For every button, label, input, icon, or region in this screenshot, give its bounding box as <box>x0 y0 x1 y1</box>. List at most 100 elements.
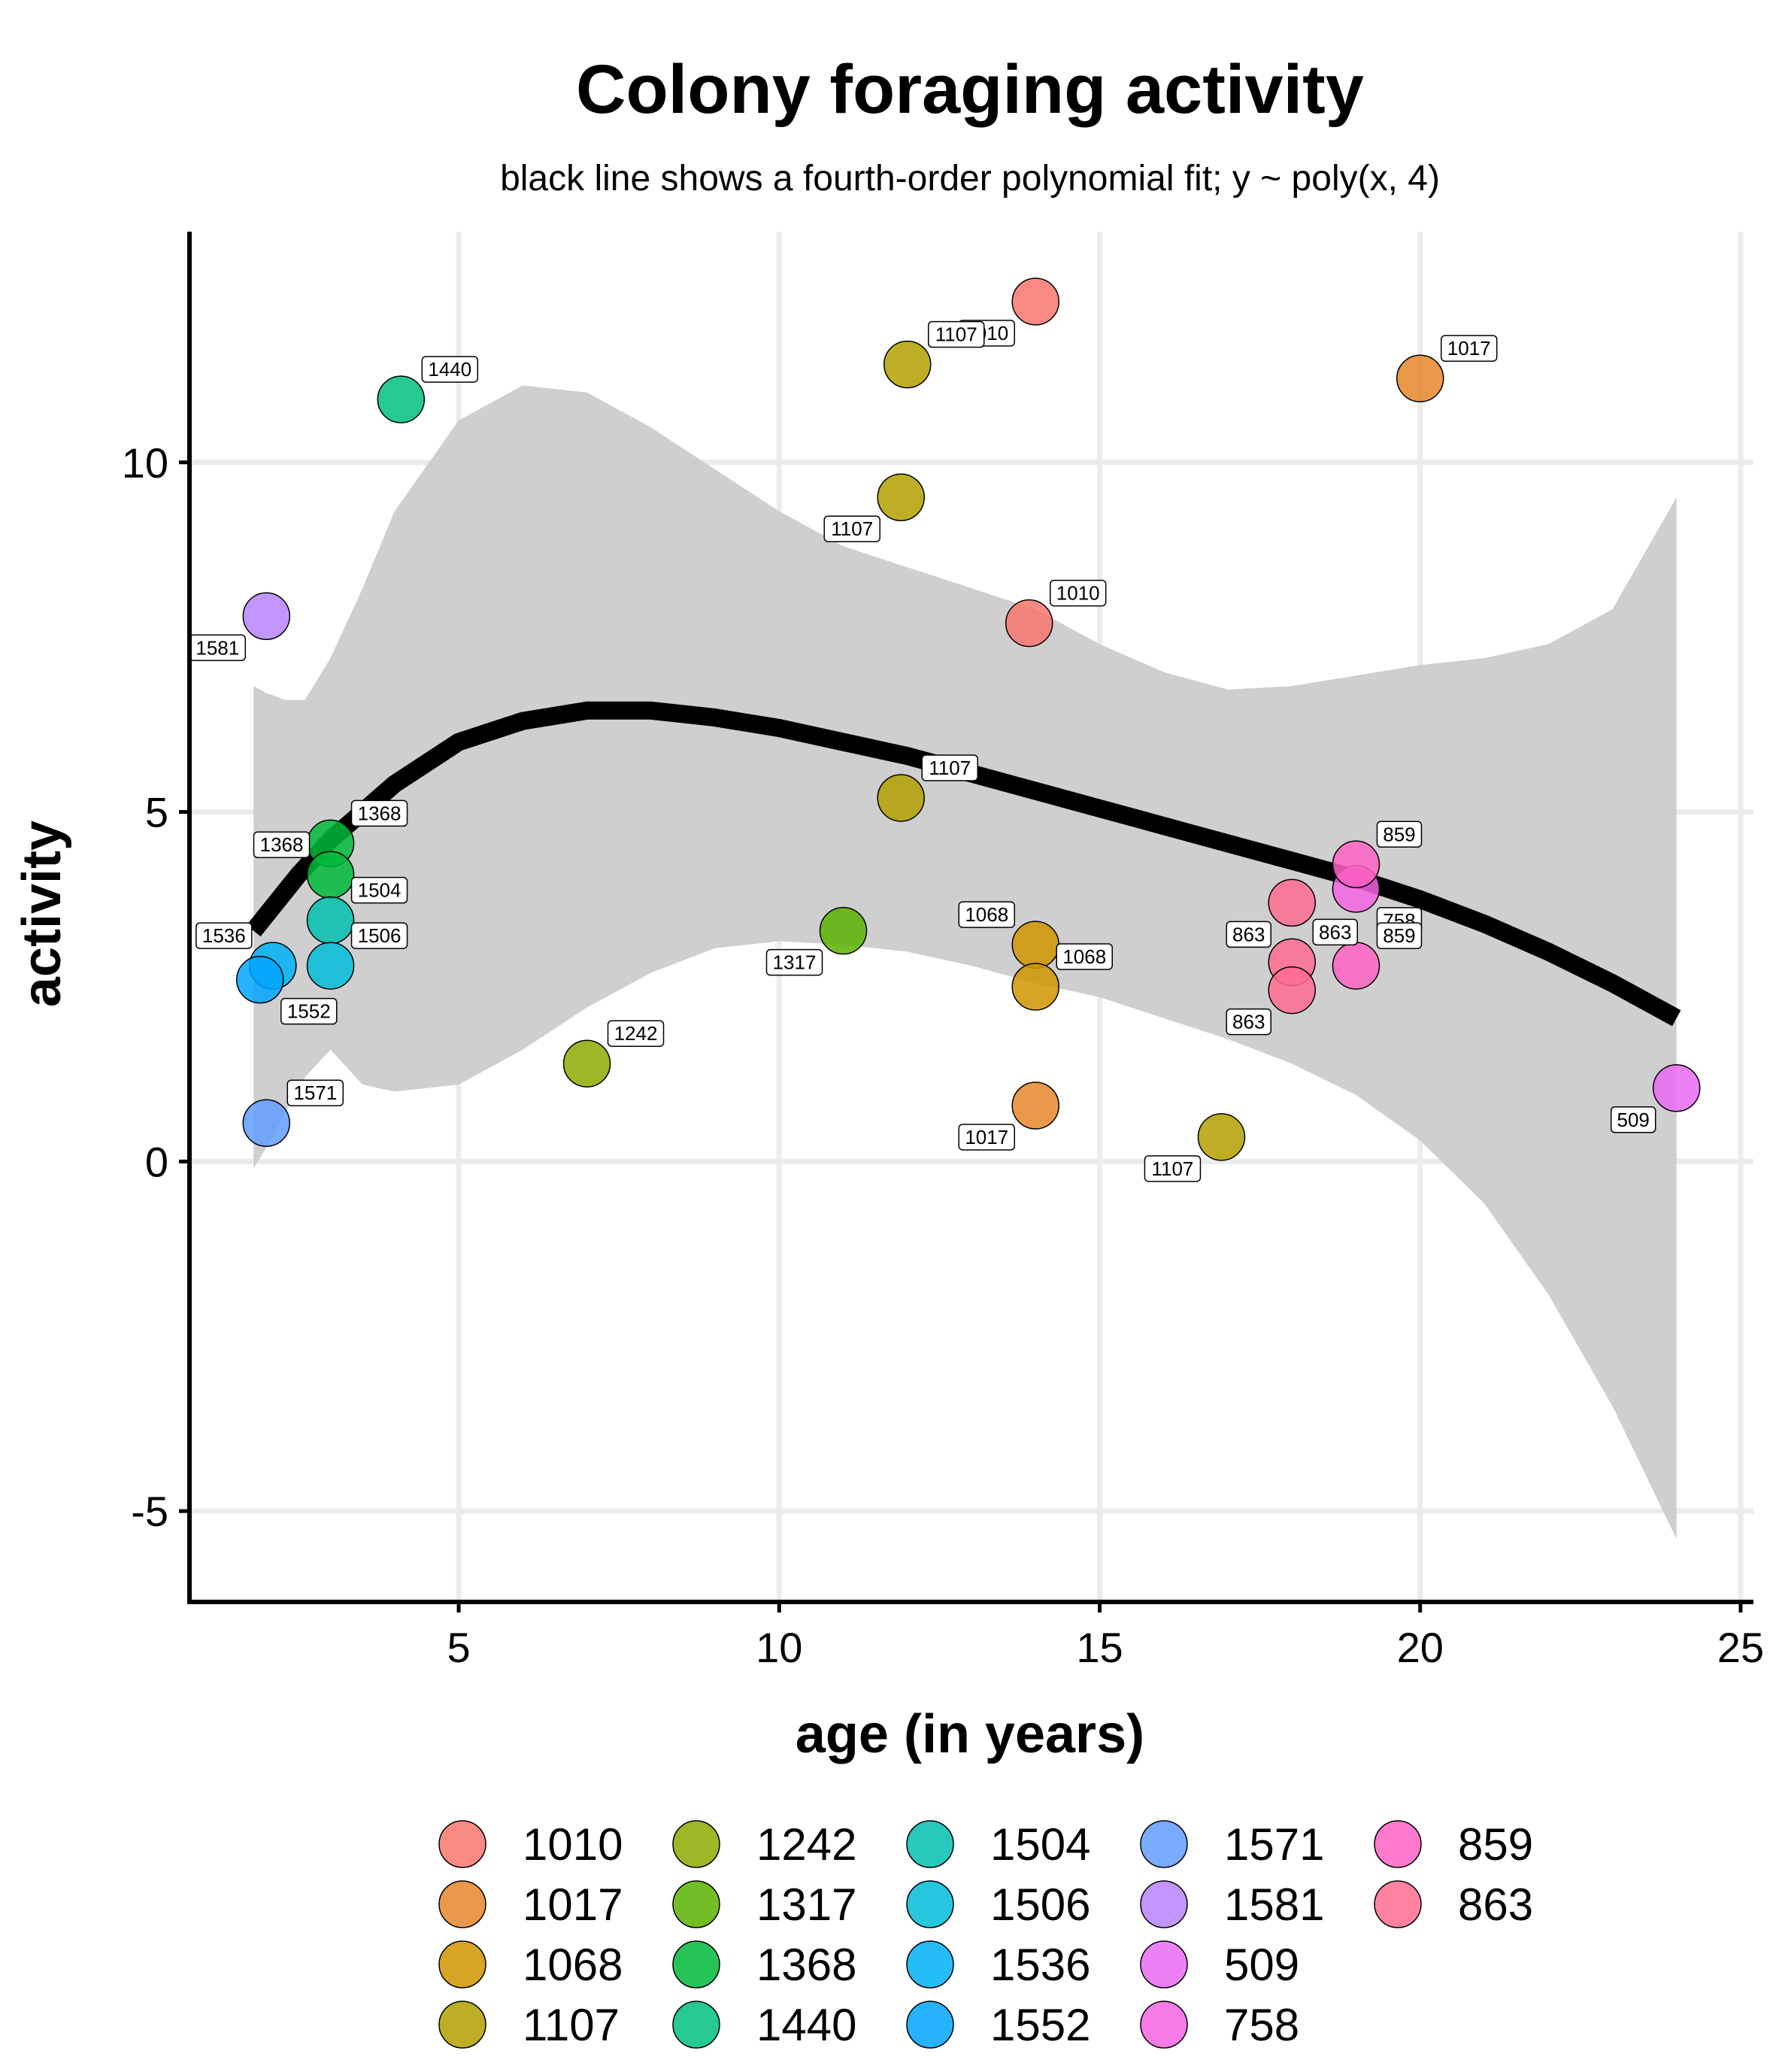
data-point <box>1268 966 1316 1015</box>
point-label: 1010 <box>1049 579 1107 607</box>
point-label-text: 509 <box>1617 1109 1650 1131</box>
legend-item: 1571 <box>1140 1819 1324 1870</box>
legend-item: 1504 <box>906 1819 1090 1870</box>
point-label-text: 863 <box>1319 921 1351 943</box>
legend-swatch <box>438 1820 486 1868</box>
legend-swatch <box>672 1820 720 1868</box>
point-label: 1368 <box>253 831 311 858</box>
point-label: 863 <box>1312 918 1358 946</box>
data-point <box>877 774 925 822</box>
data-point <box>306 851 355 899</box>
legend-item: 1440 <box>672 2000 856 2050</box>
chart-subtitle: black line shows a fourth-order polynomi… <box>500 159 1440 199</box>
legend-swatch <box>1374 1880 1422 1928</box>
legend-label: 1068 <box>523 1940 623 1990</box>
legend-item: 1010 <box>438 1819 623 1870</box>
x-tick-label: 10 <box>756 1624 802 1671</box>
tick-labels: 5 10 15 20 25 -5 0 5 10 <box>122 439 1764 1671</box>
point-label-text: 1107 <box>935 323 977 346</box>
point-label-text: 863 <box>1232 1011 1265 1033</box>
point-label: 1317 <box>765 948 823 976</box>
x-tick-label: 15 <box>1076 1624 1123 1671</box>
legend-swatch <box>906 1880 954 1928</box>
point-label-text: 1017 <box>965 1126 1008 1148</box>
point-label-text: 1107 <box>831 517 873 540</box>
legend-label: 1010 <box>523 1819 623 1870</box>
point-label-text: 1242 <box>614 1022 658 1045</box>
point-label: 1571 <box>286 1079 344 1106</box>
legend-label: 1571 <box>1224 1819 1324 1870</box>
point-label-text: 1368 <box>260 833 304 856</box>
data-point <box>377 375 426 423</box>
legend-swatch <box>906 2001 954 2049</box>
legend-label: 863 <box>1458 1879 1533 1930</box>
legend-item: 509 <box>1140 1940 1299 1990</box>
data-point <box>236 955 284 1004</box>
legend: 1010 1017 1068 1107 1242 1317 1368 1440 1504 1506… <box>438 1819 1533 2050</box>
point-label-text: 1317 <box>773 951 817 974</box>
point-label-text: 1368 <box>358 802 402 824</box>
point-label: 509 <box>1610 1106 1656 1133</box>
data-point <box>242 1099 291 1147</box>
point-label: 1068 <box>1056 943 1113 970</box>
x-tick-label: 5 <box>447 1624 470 1671</box>
point-label: 1506 <box>350 922 408 949</box>
y-tick-label: -5 <box>131 1488 168 1535</box>
data-point <box>1005 599 1053 648</box>
data-point <box>1197 1113 1246 1161</box>
data-point <box>877 473 925 521</box>
legend-label: 758 <box>1224 2000 1299 2050</box>
axes <box>179 232 1753 1612</box>
legend-item: 863 <box>1374 1879 1533 1930</box>
data-point <box>242 592 291 641</box>
point-label-text: 1581 <box>195 636 239 659</box>
point-label: 1536 <box>195 922 253 949</box>
y-tick-label: 5 <box>145 789 168 836</box>
legend-swatch <box>906 1940 954 1989</box>
point-label-text: 1571 <box>293 1082 337 1104</box>
point-label: 1552 <box>280 997 338 1025</box>
point-label-text: 1010 <box>1056 582 1100 605</box>
legend-item: 1552 <box>906 2000 1090 2050</box>
point-label: 1504 <box>350 876 408 904</box>
data-point <box>1011 278 1059 326</box>
legend-item: 1536 <box>906 1940 1090 1990</box>
legend-label: 1242 <box>756 1819 856 1870</box>
data-point <box>1652 1064 1701 1112</box>
legend-item: 1107 <box>438 2000 620 2050</box>
point-label: 863 <box>1226 1008 1271 1036</box>
point-label-text: 1504 <box>358 879 402 902</box>
point-label: 1107 <box>823 515 880 542</box>
legend-swatch <box>1140 1940 1188 1989</box>
legend-swatch <box>672 1940 720 1989</box>
legend-swatch <box>1140 1880 1188 1928</box>
legend-label: 1536 <box>990 1940 1090 1990</box>
legend-label: 859 <box>1458 1819 1533 1870</box>
data-point <box>1268 878 1316 927</box>
legend-item: 1506 <box>906 1879 1090 1930</box>
legend-item: 1368 <box>672 1940 856 1990</box>
data-point <box>1011 1082 1059 1130</box>
y-tick-label: 10 <box>122 439 168 487</box>
legend-item: 859 <box>1374 1819 1533 1870</box>
points-layer <box>236 278 1701 1161</box>
legend-item: 1017 <box>438 1879 623 1930</box>
point-label: 1017 <box>1440 335 1498 362</box>
point-label: 1440 <box>421 356 479 383</box>
y-axis-title: activity <box>12 821 72 1007</box>
legend-swatch <box>672 1880 720 1928</box>
legend-swatch <box>438 1940 486 1989</box>
point-label: 1068 <box>958 901 1015 928</box>
point-label-text: 863 <box>1232 923 1265 945</box>
legend-label: 509 <box>1224 1940 1299 1990</box>
y-tick-label: 0 <box>145 1138 168 1185</box>
chart-title: Colony foraging activity <box>576 51 1364 128</box>
point-label: 859 <box>1376 821 1423 848</box>
point-label-text: 1017 <box>1447 337 1491 359</box>
x-axis-title: age (in years) <box>796 1704 1144 1764</box>
legend-label: 1017 <box>523 1879 623 1930</box>
legend-label: 1504 <box>990 1819 1090 1870</box>
legend-swatch <box>906 1820 954 1868</box>
legend-label: 1581 <box>1224 1879 1324 1930</box>
point-label: 1368 <box>350 799 408 827</box>
